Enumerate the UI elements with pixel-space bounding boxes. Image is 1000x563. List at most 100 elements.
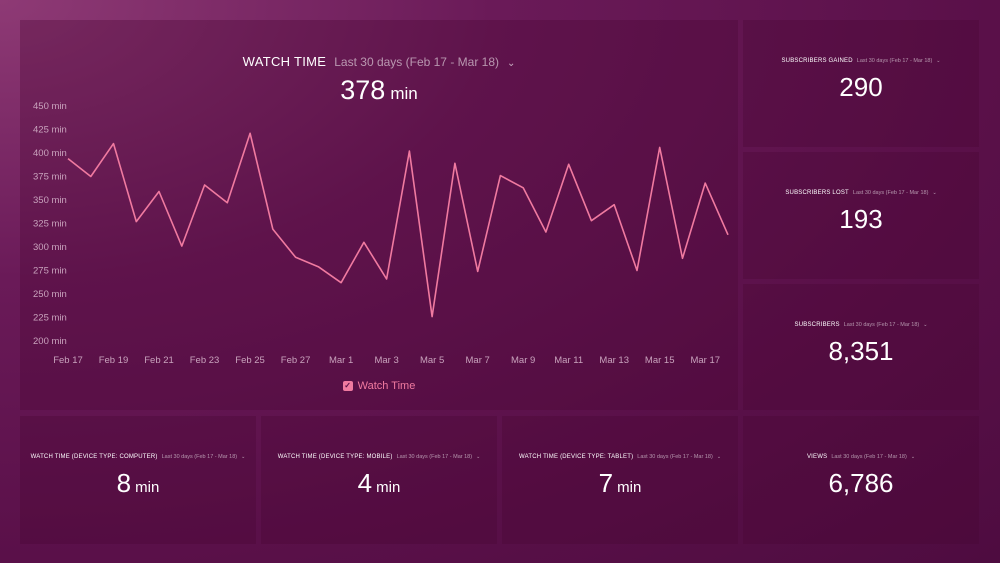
- data-point[interactable]: [177, 241, 187, 251]
- data-point[interactable]: [677, 253, 687, 263]
- data-point[interactable]: [427, 312, 437, 322]
- data-point[interactable]: [109, 139, 119, 149]
- data-point[interactable]: [609, 200, 619, 210]
- y-tick-label: 225 min: [33, 313, 67, 324]
- chevron-down-icon[interactable]: ⌄: [476, 454, 481, 460]
- data-point[interactable]: [200, 180, 210, 190]
- data-point[interactable]: [222, 198, 232, 208]
- card-value: 8: [116, 468, 132, 498]
- card-title: WATCH TIME (DEVICE TYPE: COMPUTER): [30, 454, 158, 460]
- card-date-range[interactable]: Last 30 days (Feb 17 - Mar 18): [637, 454, 713, 460]
- card-title: VIEWS: [806, 454, 828, 460]
- data-point[interactable]: [359, 237, 369, 247]
- chevron-down-icon[interactable]: ⌄: [936, 58, 941, 64]
- line-chart: 200 min 225 min 250 min 275 min 300 min 325 m…: [33, 101, 733, 366]
- x-tick-label: Feb 19: [99, 355, 129, 366]
- y-tick-label: 350 min: [33, 195, 67, 206]
- data-point[interactable]: [564, 159, 574, 169]
- data-point[interactable]: [63, 154, 73, 164]
- data-point[interactable]: [268, 224, 278, 234]
- data-point[interactable]: [313, 262, 323, 272]
- watch-time-chart-panel: WATCH TIME Last 30 days (Feb 17 - Mar 18…: [20, 20, 738, 410]
- data-point[interactable]: [632, 266, 642, 276]
- x-tick-label: Mar 7: [466, 355, 490, 366]
- card-title: WATCH TIME (DEVICE TYPE: MOBILE): [277, 454, 393, 460]
- chart-header: WATCH TIME Last 30 days (Feb 17 - Mar 18…: [20, 54, 738, 106]
- x-tick-label: Mar 13: [599, 355, 629, 366]
- card-title: SUBSCRIBERS: [794, 322, 840, 328]
- data-point[interactable]: [473, 266, 483, 276]
- chart-legend[interactable]: ✓ Watch Time: [20, 380, 738, 392]
- card-title: WATCH TIME (DEVICE TYPE: TABLET): [518, 454, 634, 460]
- checkbox-checked-icon[interactable]: ✓: [342, 381, 353, 391]
- y-tick-label: 400 min: [33, 148, 67, 159]
- y-tick-label: 325 min: [33, 219, 67, 230]
- card-date-range[interactable]: Last 30 days (Feb 17 - Mar 18): [161, 454, 238, 460]
- x-tick-label: Mar 11: [554, 355, 583, 366]
- watch-time-total: 378: [340, 75, 386, 105]
- x-tick-label: Mar 17: [690, 355, 720, 366]
- x-tick-label: Feb 23: [190, 355, 220, 366]
- subscribers-card: SUBSCRIBERS Last 30 days (Feb 17 - Mar 1…: [743, 284, 979, 410]
- data-point[interactable]: [700, 178, 710, 188]
- card-title: SUBSCRIBERS LOST: [785, 190, 849, 196]
- y-tick-label: 275 min: [33, 266, 67, 277]
- card-date-range[interactable]: Last 30 days (Feb 17 - Mar 18): [831, 454, 907, 460]
- chevron-down-icon[interactable]: ⌄: [932, 190, 937, 196]
- data-point[interactable]: [154, 187, 164, 197]
- x-tick-label: Feb 25: [235, 355, 265, 366]
- card-unit: min: [617, 479, 642, 496]
- chevron-down-icon[interactable]: ⌄: [241, 454, 246, 460]
- y-tick-label: 375 min: [33, 172, 67, 183]
- data-point[interactable]: [131, 217, 141, 227]
- data-point[interactable]: [541, 227, 551, 237]
- watch-time-computer-card: WATCH TIME (DEVICE TYPE: COMPUTER) Last …: [20, 416, 256, 544]
- card-value: 4: [357, 468, 373, 498]
- data-point[interactable]: [655, 142, 665, 152]
- series-line-watch-time[interactable]: [67, 132, 729, 318]
- data-point[interactable]: [245, 128, 255, 138]
- watch-time-tablet-card: WATCH TIME (DEVICE TYPE: TABLET) Last 30…: [502, 416, 738, 544]
- subscribers-gained-card: SUBSCRIBERS GAINED Last 30 days (Feb 17 …: [743, 20, 979, 147]
- y-tick-label: 425 min: [33, 125, 67, 136]
- chevron-down-icon[interactable]: ⌄: [923, 322, 928, 328]
- chevron-down-icon[interactable]: ⌄: [910, 454, 916, 460]
- x-tick-label: Mar 5: [420, 355, 444, 366]
- chevron-down-icon[interactable]: ⌄: [716, 454, 722, 460]
- y-tick-label: 250 min: [33, 289, 67, 300]
- views-card: VIEWS Last 30 days (Feb 17 - Mar 18) ⌄ 6…: [743, 416, 979, 544]
- card-date-range[interactable]: Last 30 days (Feb 17 - Mar 18): [396, 454, 473, 460]
- y-tick-label: 200 min: [33, 336, 67, 347]
- card-value: 6,786: [828, 468, 894, 498]
- data-point[interactable]: [382, 274, 392, 284]
- card-date-range[interactable]: Last 30 days (Feb 17 - Mar 18): [856, 58, 933, 64]
- data-point[interactable]: [86, 172, 96, 182]
- subscribers-lost-card: SUBSCRIBERS LOST Last 30 days (Feb 17 - …: [743, 152, 979, 279]
- data-point[interactable]: [336, 278, 346, 288]
- card-value: 290: [839, 72, 883, 102]
- x-tick-label: Mar 1: [329, 355, 353, 366]
- x-tick-label: Mar 3: [374, 355, 398, 366]
- data-point[interactable]: [586, 216, 596, 226]
- x-tick-label: Feb 21: [144, 355, 174, 366]
- card-value: 8,351: [828, 336, 894, 366]
- y-tick-label: 450 min: [33, 101, 67, 112]
- card-date-range[interactable]: Last 30 days (Feb 17 - Mar 18): [852, 190, 929, 196]
- legend-label: Watch Time: [357, 380, 416, 392]
- watch-time-unit: min: [390, 84, 418, 103]
- card-unit: min: [135, 479, 160, 496]
- card-value: 193: [839, 204, 883, 234]
- x-tick-label: Feb 17: [53, 355, 83, 366]
- data-point[interactable]: [404, 146, 414, 156]
- x-tick-label: Mar 15: [645, 355, 675, 366]
- card-date-range[interactable]: Last 30 days (Feb 17 - Mar 18): [843, 322, 920, 328]
- card-unit: min: [376, 479, 401, 496]
- x-tick-label: Feb 27: [281, 355, 311, 366]
- data-point[interactable]: [450, 158, 460, 168]
- chevron-down-icon[interactable]: ⌄: [507, 58, 516, 69]
- data-point[interactable]: [291, 252, 301, 262]
- date-range-dropdown[interactable]: Last 30 days (Feb 17 - Mar 18): [334, 55, 499, 69]
- data-point[interactable]: [518, 183, 528, 193]
- data-point[interactable]: [723, 230, 733, 240]
- data-point[interactable]: [495, 171, 505, 181]
